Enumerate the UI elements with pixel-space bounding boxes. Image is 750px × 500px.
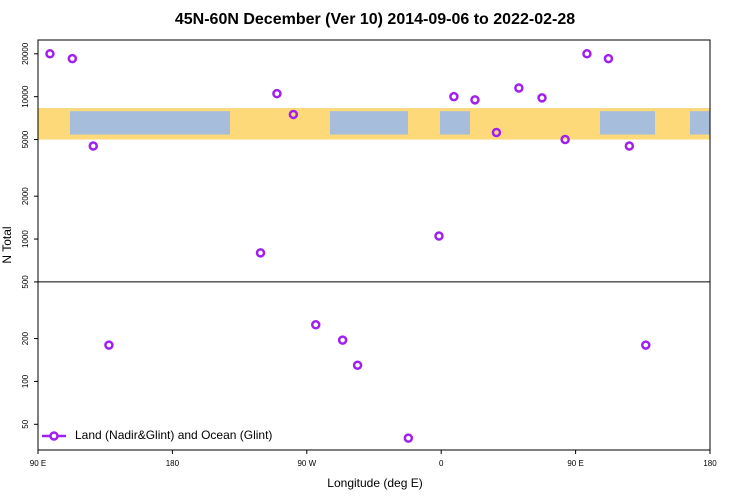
data-point xyxy=(603,53,614,64)
x-tick-label: 90 E xyxy=(567,459,583,468)
data-point xyxy=(537,93,547,103)
legend-marker xyxy=(49,431,59,441)
data-point xyxy=(403,433,414,443)
chart-title: 45N-60N December (Ver 10) 2014-09-06 to … xyxy=(175,11,575,28)
data-point xyxy=(434,231,444,241)
data-point xyxy=(104,340,114,350)
x-tick-label: 90 W xyxy=(297,459,316,468)
map-land xyxy=(38,108,70,140)
y-tick-label: 2000 xyxy=(21,187,30,205)
data-point xyxy=(272,88,282,99)
data-point xyxy=(641,340,651,350)
x-tick-label: 180 xyxy=(166,459,180,468)
y-tick-label: 1000 xyxy=(21,230,30,248)
data-point xyxy=(491,127,502,138)
y-axis-label: N Total xyxy=(0,226,14,263)
data-point xyxy=(67,53,78,64)
x-tick-label: 180 xyxy=(703,459,717,468)
data-point xyxy=(255,248,266,258)
y-tick-label: 5000 xyxy=(21,130,30,148)
legend-label: Land (Nadir&Glint) and Ocean (Glint) xyxy=(75,428,272,442)
y-tick-label: 100 xyxy=(21,374,30,388)
map-land xyxy=(470,108,600,140)
map-land xyxy=(230,108,330,140)
data-point xyxy=(88,141,99,151)
map-land-strip xyxy=(38,108,710,112)
data-point xyxy=(337,335,348,345)
data-point xyxy=(449,91,459,102)
data-point xyxy=(352,360,363,370)
plot-frame xyxy=(37,39,711,451)
map-land xyxy=(408,108,440,140)
data-point xyxy=(624,141,635,151)
y-tick-label: 20000 xyxy=(21,42,30,65)
data-point xyxy=(514,83,524,93)
x-tick-label: 90 E xyxy=(30,459,46,468)
y-tick-label: 50 xyxy=(21,419,30,428)
map-land-strip xyxy=(38,134,710,140)
data-point xyxy=(582,49,592,59)
data-point xyxy=(288,109,299,120)
data-point xyxy=(45,49,55,59)
x-tick-label: 0 xyxy=(439,459,444,468)
data-point xyxy=(470,95,480,105)
data-point xyxy=(560,134,570,145)
y-tick-label: 500 xyxy=(21,275,30,289)
y-tick-label: 10000 xyxy=(21,85,30,108)
x-axis-label: Longitude (deg E) xyxy=(327,476,422,490)
map-land xyxy=(655,108,690,140)
y-tick-label: 200 xyxy=(21,331,30,345)
data-point xyxy=(311,320,321,330)
